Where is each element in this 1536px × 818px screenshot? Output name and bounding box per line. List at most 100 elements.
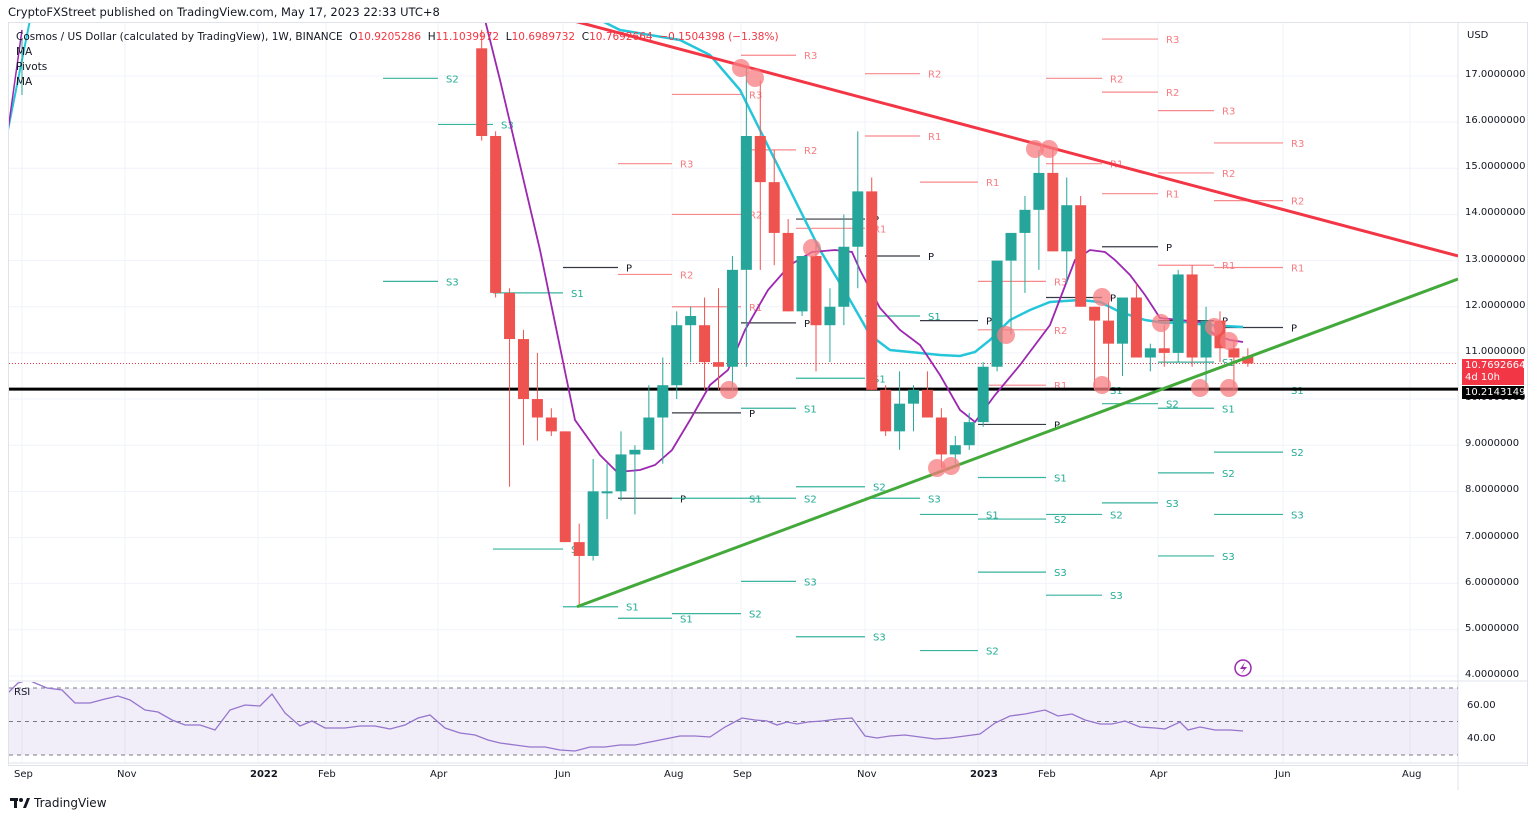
price-tick: 9.0000000: [1465, 438, 1520, 450]
svg-text:P: P: [626, 264, 632, 275]
time-tick: Jun: [555, 769, 571, 780]
svg-text:P: P: [1054, 420, 1060, 431]
footer-brand: TradingView: [34, 796, 107, 810]
svg-text:S1: S1: [873, 374, 886, 385]
resistance-trendline: [575, 23, 1458, 258]
close-value: 10.7692664: [589, 31, 653, 43]
svg-text:R3: R3: [1291, 139, 1304, 150]
svg-text:S2: S2: [1222, 469, 1235, 480]
svg-text:R3: R3: [1166, 35, 1179, 46]
svg-text:R2: R2: [1110, 74, 1123, 85]
time-tick: Aug: [664, 769, 684, 780]
price-tick: 12.0000000: [1465, 299, 1526, 311]
price-tick: 17.0000000: [1465, 69, 1526, 80]
svg-text:S3: S3: [501, 120, 514, 131]
svg-text:S1: S1: [680, 614, 693, 625]
svg-text:S1: S1: [986, 510, 999, 521]
svg-text:R1: R1: [986, 178, 999, 189]
low-value: 10.6989732: [511, 31, 576, 43]
svg-text:P: P: [928, 252, 934, 263]
svg-text:R1: R1: [1166, 190, 1179, 201]
svg-text:S2: S2: [446, 74, 459, 85]
svg-text:R2: R2: [680, 270, 693, 281]
svg-text:S2: S2: [986, 647, 999, 658]
ma-fast-line-left: [9, 29, 23, 129]
svg-text:R2: R2: [804, 146, 817, 157]
time-tick: Feb: [1038, 769, 1056, 780]
price-tick: 7.0000000: [1465, 530, 1520, 542]
svg-text:R3: R3: [804, 51, 817, 62]
svg-text:R1: R1: [873, 224, 886, 235]
current-price: 10.7692664: [1465, 360, 1526, 371]
svg-text:S3: S3: [446, 277, 459, 288]
svg-text:S1: S1: [804, 404, 817, 415]
low-label: L: [505, 31, 512, 43]
svg-text:S1: S1: [626, 603, 639, 614]
time-tick: Sep: [733, 769, 752, 780]
svg-text:R2: R2: [1222, 169, 1235, 180]
svg-text:S2: S2: [749, 610, 762, 621]
svg-text:P: P: [804, 319, 810, 330]
svg-text:S2: S2: [1054, 515, 1067, 526]
svg-text:R2: R2: [1166, 88, 1179, 99]
symbol-title[interactable]: Cosmos / US Dollar (calculated by Tradin…: [16, 31, 343, 43]
svg-text:P: P: [749, 409, 755, 420]
chart-frame: [8, 22, 1528, 766]
rsi-line: [9, 682, 1244, 752]
ma-fast-line: [484, 23, 1244, 473]
svg-text:R2: R2: [928, 70, 941, 81]
svg-text:P: P: [1291, 324, 1297, 335]
svg-text:S2: S2: [873, 483, 886, 494]
indicator-pivots[interactable]: Pivots: [16, 61, 48, 73]
svg-text:S2: S2: [1291, 448, 1304, 459]
publisher-header: CryptoFXStreet published on TradingView.…: [8, 5, 440, 19]
svg-text:S1: S1: [749, 494, 762, 505]
price-tick: 16.0000000: [1465, 115, 1526, 127]
svg-text:S1: S1: [1222, 404, 1235, 415]
rsi-tick-40: 40.00: [1467, 733, 1496, 744]
bar-countdown: 4d 10h: [1465, 372, 1500, 383]
price-tick: 13.0000000: [1465, 253, 1526, 265]
svg-text:R2: R2: [1054, 326, 1067, 337]
svg-text:R1: R1: [749, 303, 762, 314]
indicator-ma-2[interactable]: MA: [16, 76, 33, 88]
price-tick: 11.0000000: [1465, 345, 1526, 357]
svg-text:R2: R2: [749, 210, 762, 221]
svg-text:R1: R1: [1291, 264, 1304, 275]
time-tick: Sep: [14, 769, 33, 780]
svg-text:R3: R3: [680, 160, 693, 171]
svg-text:R1: R1: [1054, 381, 1067, 392]
price-tick: 14.0000000: [1465, 207, 1526, 219]
time-tick: Apr: [1150, 769, 1168, 780]
svg-text:P: P: [1110, 294, 1116, 305]
time-tick: 2023: [970, 769, 998, 780]
rsi-pane: [9, 682, 1458, 756]
price-tick: 5.0000000: [1465, 622, 1520, 634]
indicator-ma-1[interactable]: MA: [16, 46, 33, 58]
symbol-row: Cosmos / US Dollar (calculated by Tradin…: [16, 30, 779, 45]
svg-text:S1: S1: [1054, 474, 1067, 485]
svg-text:S2: S2: [804, 494, 817, 505]
time-tick: Nov: [857, 769, 877, 780]
high-value: 11.1039972: [435, 31, 500, 43]
currency-label: USD: [1467, 30, 1489, 41]
svg-text:S3: S3: [1166, 499, 1179, 510]
time-tick: Jun: [1275, 769, 1291, 780]
svg-text:P: P: [1166, 243, 1172, 254]
current-price-tag: 10.7692664 4d 10h: [1462, 359, 1526, 385]
price-tick: 4.0000000: [1465, 668, 1520, 680]
candles: [21, 29, 1254, 607]
chart-legend: Cosmos / US Dollar (calculated by Tradin…: [16, 30, 779, 90]
svg-text:P: P: [986, 317, 992, 328]
svg-text:S3: S3: [1222, 552, 1235, 563]
svg-text:R3: R3: [1222, 107, 1235, 118]
svg-text:S3: S3: [804, 577, 817, 588]
lightning-icon: [1234, 659, 1252, 677]
open-value: 10.9205286: [357, 31, 422, 43]
time-tick: Aug: [1402, 769, 1422, 780]
change-value: −0.1504398 (−1.38%): [659, 31, 779, 43]
svg-text:R1: R1: [928, 132, 941, 143]
horizontal-line-price-tag: 10.2143149: [1462, 386, 1525, 399]
high-label: H: [427, 31, 436, 43]
